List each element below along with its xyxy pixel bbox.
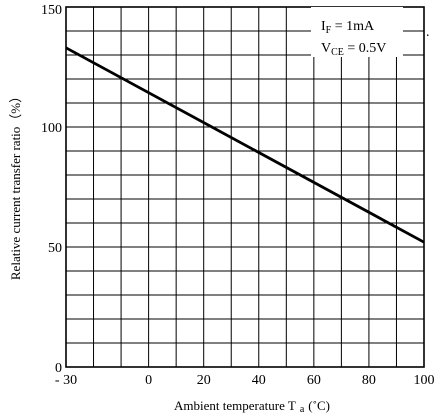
x-axis-title-main: Ambient temperature T (174, 398, 296, 413)
legend-symbol-1: I (321, 19, 326, 34)
y-tick-label: 150 (41, 3, 62, 18)
x-axis-title: Ambient temperature T a (˚C) (174, 398, 330, 415)
legend-line-1: IF = 1mA (321, 19, 375, 36)
series-line-0 (65, 46, 425, 244)
y-tick-label: 0 (55, 361, 62, 376)
y-axis-title: Relative current transfer ratio（%） (8, 90, 23, 280)
x-tick-label: 0 (145, 373, 152, 388)
series-group (65, 46, 425, 244)
y-tick-label: 50 (48, 241, 62, 256)
x-tick-label: 60 (307, 373, 321, 388)
plot-frame (65, 6, 425, 368)
y-tick-labels: 0 50 100 150 (41, 3, 62, 376)
x-tick-label: 40 (252, 373, 266, 388)
legend-box (311, 7, 403, 57)
legend-line-2: VCE = 0.5V (321, 41, 386, 58)
x-tick-label: 80 (362, 373, 376, 388)
x-tick-label: 100 (414, 373, 435, 388)
x-tick-label: 20 (197, 373, 211, 388)
legend-subscript-2: CE (331, 47, 344, 58)
legend: IF = 1mA VCE = 0.5V (311, 7, 403, 58)
x-axis-title-subscript: a (300, 404, 305, 415)
legend-value-2: = 0.5V (344, 41, 387, 56)
grid (66, 7, 424, 367)
legend-value-1: = 1mA (331, 19, 375, 34)
legend-symbol-2: V (321, 41, 331, 56)
x-tick-labels: - 30 0 20 40 60 80 100 (55, 373, 435, 388)
x-axis-title-unit: (˚C) (308, 398, 330, 413)
y-tick-label: 100 (41, 121, 62, 136)
legend-subscript-1: F (326, 25, 332, 36)
stray-mark: . (426, 25, 430, 40)
x-tick-label: - 30 (55, 373, 77, 388)
